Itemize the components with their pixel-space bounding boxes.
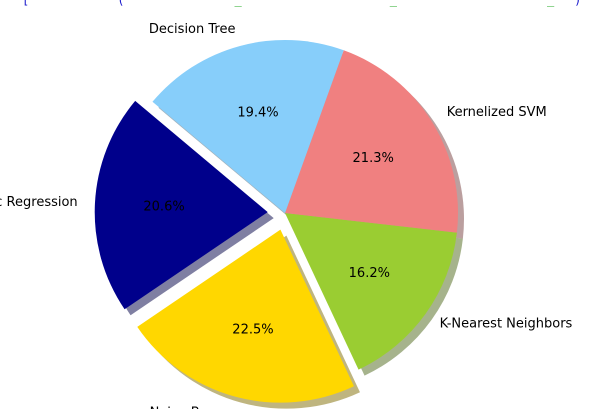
cropped-title-fragment: [ ( _ _ _) (0, 0, 592, 8)
fragment-glyph: ( (117, 0, 125, 7)
slice-label-k-nearest-neighbors: K-Nearest Neighbors (440, 316, 573, 331)
slice-naive-bayes (137, 229, 354, 403)
fragment-bracket: [ (22, 0, 30, 7)
pct-label-naive-bayes: 22.5% (232, 322, 273, 337)
slice-k-nearest-neighbors (285, 213, 457, 370)
slice-kernelized-svm (285, 50, 458, 233)
pct-label-decision-tree: 19.4% (237, 105, 278, 120)
pct-label-k-nearest-neighbors: 16.2% (349, 266, 390, 281)
pct-label-kernelized-svm: 21.3% (353, 151, 394, 166)
slice-decision-tree (152, 40, 344, 214)
slice-label-kernelized-svm: Kernelized SVM (447, 105, 547, 120)
fragment-glyph: ) (574, 0, 582, 7)
pct-label-logistic-regression: 20.6% (143, 199, 184, 214)
slice-label-naive-bayes: Naive Bayes (150, 406, 231, 409)
slice-labels: 20.6% Logistic Regression 22.5% Naive Bayes… (0, 22, 573, 409)
fragment-glyph: _ (389, 0, 397, 7)
slice-label-logistic-regression: Logistic Regression (0, 195, 78, 210)
slice-label-decision-tree: Decision Tree (149, 22, 236, 37)
slice-wedges (94, 40, 458, 403)
slice-logistic-regression (94, 100, 268, 310)
fragment-glyph: _ (546, 0, 555, 7)
fragment-glyph: _ (234, 0, 242, 7)
